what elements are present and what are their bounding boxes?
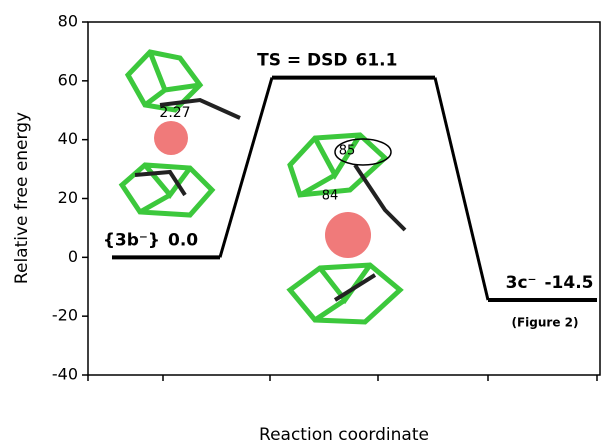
state-label: {3b⁻} (103, 230, 160, 250)
annotation: 84 (322, 189, 339, 204)
value-label: -14.5 (545, 273, 594, 293)
y-tick-label: -20 (52, 306, 78, 325)
y-tick-label: 80 (58, 12, 78, 31)
y-tick-label: 60 (58, 70, 78, 89)
state-label: 3c⁻ (506, 273, 537, 293)
y-axis-label: Relative free energy (12, 112, 32, 284)
value-label: 0.0 (168, 230, 198, 250)
molecule-decor (122, 52, 400, 322)
y-tick-label: -40 (52, 365, 78, 384)
value-label: 61.1 (356, 51, 398, 71)
connector (220, 78, 272, 258)
annotation: 2.27 (159, 105, 190, 121)
y-tick-label: 40 (58, 129, 78, 148)
connector (435, 78, 488, 300)
y-tick-label: 0 (68, 247, 78, 266)
y-tick-label: 20 (58, 188, 78, 207)
atom-sphere (154, 121, 188, 155)
chart: 2.27 85 84 Relative free energy Reaction… (0, 0, 616, 445)
note: (Figure 2) (512, 316, 579, 330)
x-axis-label: Reaction coordinate (259, 425, 429, 445)
state-label: TS = DSD (257, 51, 347, 71)
annotation: 85 (339, 144, 356, 159)
atom-sphere (325, 212, 371, 258)
